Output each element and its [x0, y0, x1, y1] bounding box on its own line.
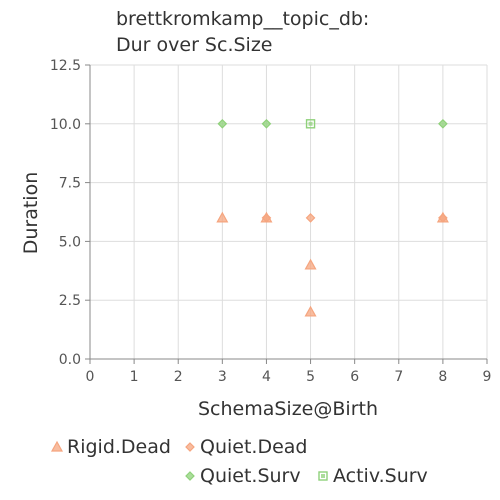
chart-title-line-1: brettkromkamp__topic_db: [116, 8, 369, 30]
point-quiet-surv [261, 118, 272, 129]
legend-label-quiet-dead: Quiet.Dead [200, 436, 307, 458]
data-points [216, 118, 449, 317]
legend: Rigid.Dead Quiet.Dead Quiet.Surv Activ.Surv [50, 436, 428, 487]
point-quiet-surv [217, 118, 228, 129]
point-quiet-dead [438, 213, 448, 223]
y-tick-label: 10.0 [50, 117, 81, 133]
legend-marker-activ-surv-inner [321, 474, 325, 478]
axes [85, 64, 488, 364]
x-tick-label: 5 [306, 369, 315, 385]
x-tick-label: 6 [350, 369, 359, 385]
legend-label-rigid-dead: Rigid.Dead [67, 436, 171, 458]
legend-marker-activ-surv-outer [318, 471, 328, 481]
point-activ-surv [305, 119, 316, 129]
y-tick-label: 5.0 [59, 234, 81, 250]
point-quiet-surv [438, 118, 448, 129]
legend-item-activ-surv: Activ.Surv [318, 465, 428, 487]
legend-label-quiet-surv: Quiet.Surv [200, 465, 301, 487]
x-tick-label: 2 [174, 369, 183, 385]
point-activ-surv-inner [308, 121, 313, 126]
y-tick-label: 12.5 [50, 58, 81, 74]
x-tick-label: 8 [438, 369, 447, 385]
y-axis-label: Duration [20, 172, 42, 255]
legend-item-rigid-dead: Rigid.Dead [50, 436, 171, 458]
x-tick-label: 4 [262, 369, 271, 385]
x-tick-label: 3 [218, 369, 227, 385]
grid [89, 64, 488, 360]
x-tick-label: 0 [86, 369, 95, 385]
legend-item-quiet-surv: Quiet.Surv [185, 465, 301, 487]
tick-labels: 0 1 2 3 4 5 6 7 8 9 0.0 2.5 5.0 7.5 10.0 12.5 [50, 58, 492, 385]
point-quiet-dead [261, 213, 272, 223]
y-tick-label: 0.0 [59, 352, 81, 368]
x-tick-label: 7 [394, 369, 403, 385]
point-rigid-dead [304, 305, 317, 317]
x-tick-label: 1 [130, 369, 139, 385]
legend-label-activ-surv: Activ.Surv [333, 465, 428, 487]
point-quiet-dead [305, 213, 316, 223]
x-axis-label: SchemaSize@Birth [198, 398, 378, 420]
point-rigid-dead [304, 258, 317, 270]
legend-marker-activ-surv [318, 471, 328, 481]
legend-marker-quiet-dead [185, 442, 195, 452]
y-tick-label: 7.5 [59, 176, 81, 192]
chart-title-line-2: Dur over Sc.Size [116, 34, 272, 56]
point-rigid-dead [216, 211, 229, 223]
legend-marker-rigid-dead [50, 440, 64, 452]
y-tick-label: 2.5 [59, 293, 81, 309]
x-tick-label: 9 [483, 369, 492, 385]
legend-marker-quiet-surv [185, 471, 195, 481]
legend-item-quiet-dead: Quiet.Dead [185, 436, 307, 458]
point-activ-surv-outer [305, 119, 316, 129]
